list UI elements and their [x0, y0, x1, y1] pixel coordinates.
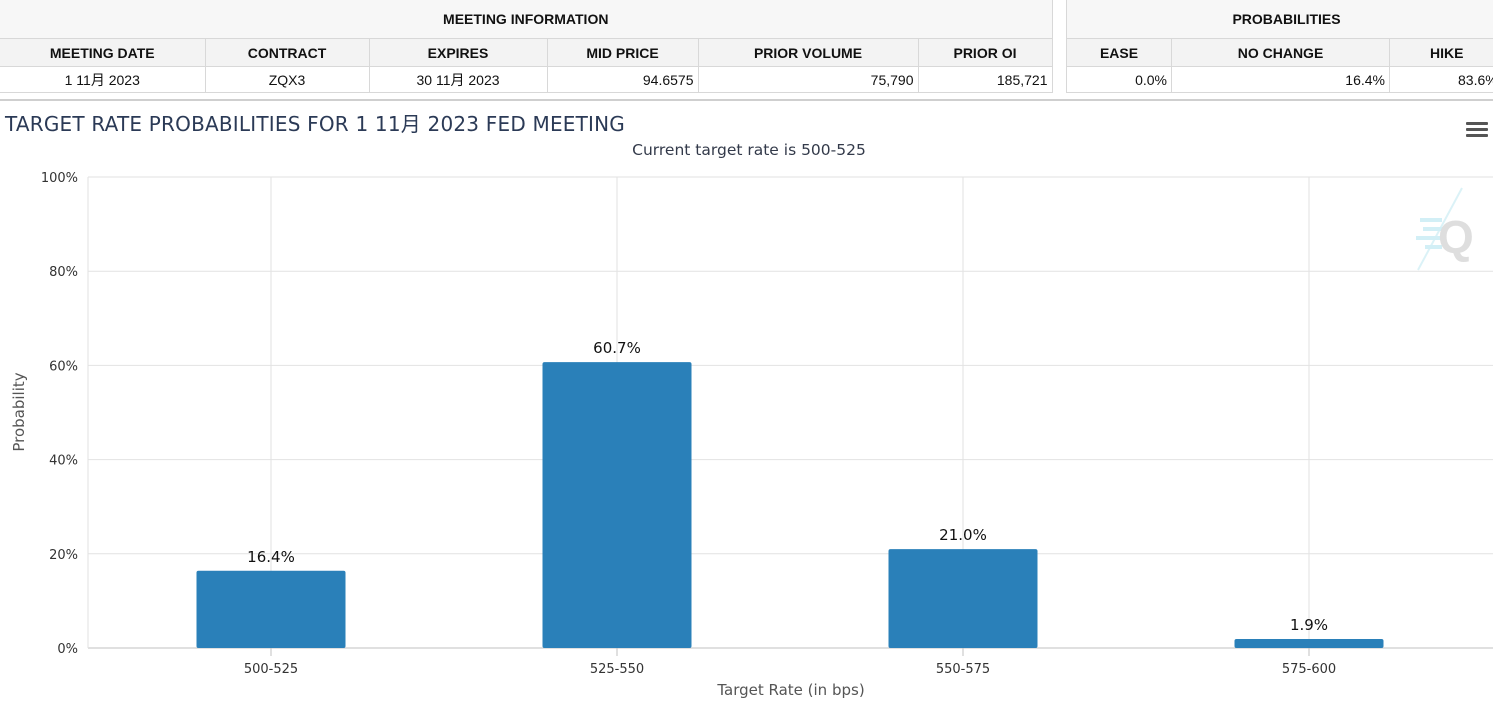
y-tick-label: 40% [49, 454, 78, 469]
y-tick-label: 80% [49, 265, 78, 280]
cell-hike: 83.6% [1388, 66, 1493, 93]
table-row: 1 11月 2023 ZQX3 30 11月 2023 94.6575 75,7… [0, 66, 1053, 93]
cell-mid-price: 94.6575 [546, 66, 699, 93]
table-row: 0.0% 16.4% 83.6% [1066, 66, 1493, 93]
cell-meeting-date: 1 11月 2023 [0, 66, 206, 93]
data-label: 16.4% [247, 548, 295, 566]
x-tick-label: 525-550 [590, 662, 644, 677]
chart-area: Q 0% 20% 40% 60% 80% 100% 500-525 16.4% 525-550 6… [10, 171, 1493, 699]
x-tick-label: 550-575 [936, 662, 990, 677]
info-tables: MEETING INFORMATION MEETING DATE CONTRAC… [0, 0, 1493, 97]
header-expires: EXPIRES [368, 38, 548, 67]
cell-prior-volume: 75,790 [697, 66, 919, 93]
x-tick-label: 500-525 [244, 662, 298, 677]
bar[interactable] [1234, 639, 1384, 648]
probabilities-title: PROBABILITIES [1065, 0, 1493, 39]
x-axis-title: Target Rate (in bps) [716, 681, 864, 699]
y-tick-label: 0% [57, 642, 78, 657]
data-label: 1.9% [1290, 616, 1328, 634]
cell-contract: ZQX3 [204, 66, 370, 93]
header-prior-oi: PRIOR OI [917, 38, 1053, 67]
chart-subtitle: Current target rate is 500-525 [632, 141, 866, 159]
cell-prior-oi: 185,721 [917, 66, 1053, 93]
data-label: 21.0% [939, 526, 987, 544]
cell-no-change: 16.4% [1171, 66, 1390, 93]
header-mid-price: MID PRICE [546, 38, 699, 67]
cell-ease: 0.0% [1066, 66, 1172, 93]
y-tick-label: 20% [49, 548, 78, 563]
header-hike: HIKE [1388, 38, 1493, 67]
chart-title: TARGET RATE PROBABILITIES FOR 1 11月 2023… [5, 112, 625, 136]
svg-text:Q: Q [1438, 211, 1474, 263]
header-prior-volume: PRIOR VOLUME [697, 38, 919, 67]
bar[interactable] [542, 362, 692, 648]
bar[interactable] [196, 570, 346, 648]
x-tick-label: 575-600 [1282, 662, 1336, 677]
q-logo-icon: Q [1416, 187, 1474, 271]
hamburger-menu-icon[interactable] [1466, 122, 1488, 140]
bar[interactable] [888, 549, 1038, 648]
meeting-information-table: MEETING INFORMATION MEETING DATE CONTRAC… [0, 0, 1053, 93]
header-contract: CONTRACT [204, 38, 370, 67]
probabilities-table: PROBABILITIES EASE NO CHANGE HIKE 0.0% 1… [1065, 0, 1493, 93]
header-meeting-date: MEETING DATE [0, 38, 206, 67]
cell-expires: 30 11月 2023 [368, 66, 548, 93]
y-tick-label: 100% [41, 171, 78, 186]
y-axis-title: Probability [10, 372, 28, 451]
data-label: 60.7% [593, 339, 641, 357]
y-tick-label: 60% [49, 359, 78, 374]
header-no-change: NO CHANGE [1171, 38, 1390, 67]
meeting-information-title: MEETING INFORMATION [0, 0, 1053, 39]
header-ease: EASE [1066, 38, 1172, 67]
divider [0, 99, 1493, 101]
